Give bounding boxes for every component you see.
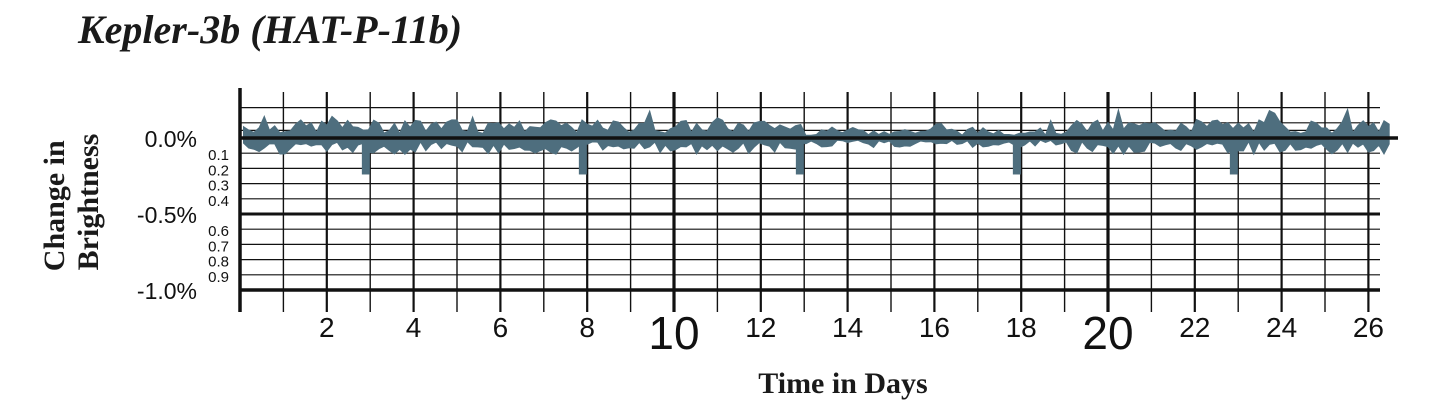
x-tick-label: 6 [493,312,509,343]
y-tick-label: 0.0% [145,126,197,152]
y-axis-label-line-1: Change in [38,140,71,271]
x-tick-label: 12 [745,312,776,343]
x-tick-label: 22 [1179,312,1210,343]
y-minor-tick-label: 0.3 [208,178,229,195]
chart-axes [238,88,1398,312]
x-tick-label: 20 [1082,307,1133,359]
transit-dip [1012,134,1021,175]
y-minor-tick-label: 0.4 [208,193,229,210]
transit-dip [1229,134,1238,175]
transit-dip [795,134,804,175]
x-tick-label: 14 [832,312,863,343]
y-tick-label: -0.5% [137,202,197,228]
y-minor-tick-label: 0.7 [208,238,229,255]
y-minor-tick-label: 0.9 [208,269,229,286]
y-minor-tick-label: 0.1 [208,147,229,164]
y-axis-label-line-2: Brightness [72,134,105,271]
light-curve-series [243,107,1390,175]
y-axis-label: Change in Brightness [38,133,105,271]
x-tick-label: 4 [406,312,422,343]
x-tick-label: 8 [579,312,595,343]
y-minor-tick-label: 0.6 [208,223,229,240]
tick-labels: 2 4 6 8 10 12 14 16 18 20 22 24 260.0%-0.5%-1.0%0.10… [137,126,1384,359]
y-minor-tick-label: 0.2 [208,162,229,179]
x-tick-label: 2 [319,312,335,343]
x-tick-label: 16 [919,312,950,343]
x-tick-label: 10 [648,307,699,359]
chart-title: Kepler-3b (HAT-P-11b) [78,7,463,52]
noise-band [243,107,1390,156]
transit-dip [578,134,587,175]
x-tick-label: 26 [1353,312,1384,343]
y-minor-tick-label: 0.8 [208,254,229,271]
transit-dip [361,134,370,175]
x-axis-label: Time in Days [758,367,927,400]
y-tick-label: -1.0% [137,278,197,304]
x-tick-label: 24 [1266,312,1297,343]
x-tick-label: 18 [1006,312,1037,343]
